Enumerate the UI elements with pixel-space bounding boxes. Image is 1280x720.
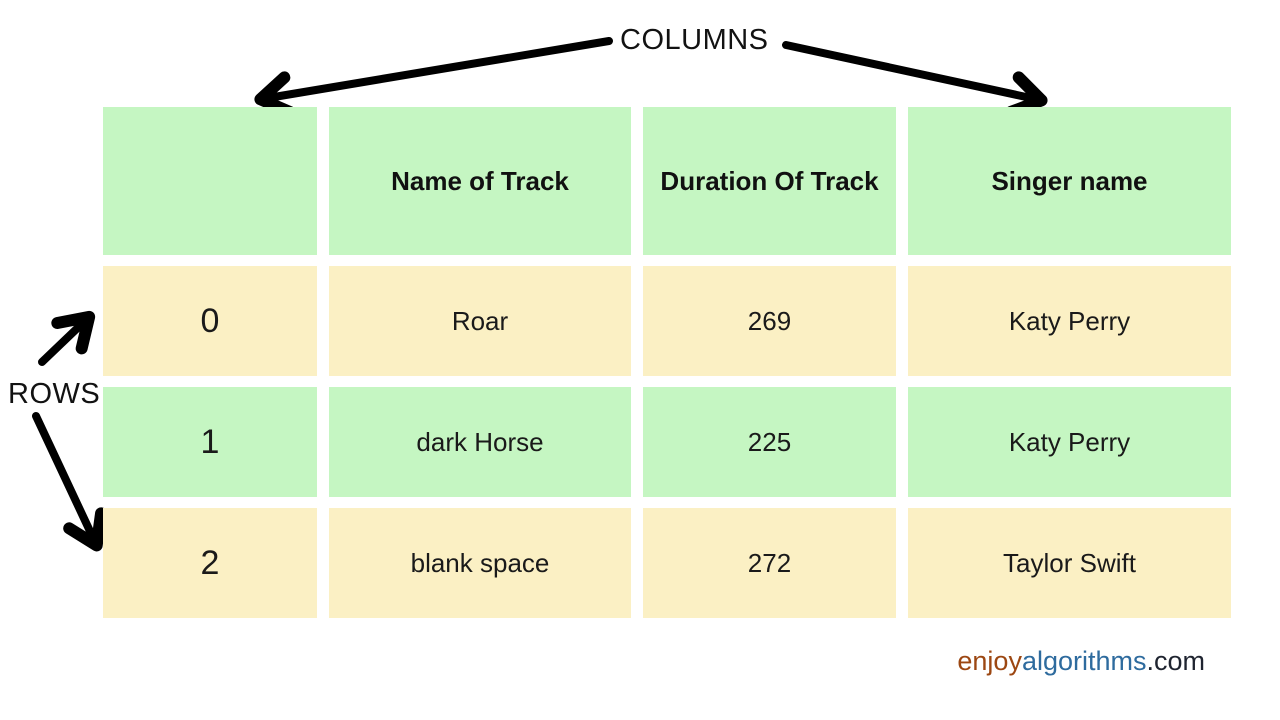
- row2-index-cell: 2: [103, 508, 317, 618]
- rows-down-arrow: [32, 412, 108, 552]
- row0-index-cell: 0: [103, 266, 317, 376]
- row1-duration-cell: 225: [643, 387, 896, 497]
- header-cell-singer-name: Singer name: [908, 107, 1231, 255]
- row2-track-cell: blank space: [329, 508, 631, 618]
- row0-track-cell: Roar: [329, 266, 631, 376]
- row1-singer-cell: Katy Perry: [908, 387, 1231, 497]
- row0-duration-cell: 269: [643, 266, 896, 376]
- rows-label: ROWS: [8, 378, 101, 410]
- rows-up-arrow: [38, 310, 96, 366]
- row1-index-cell: 1: [103, 387, 317, 497]
- row1-track-cell: dark Horse: [329, 387, 631, 497]
- watermark-com-suffix: .com: [1146, 646, 1205, 676]
- row0-singer-cell: Katy Perry: [908, 266, 1231, 376]
- header-cell-name-of-track: Name of Track: [329, 107, 631, 255]
- watermark-algorithms: algorithms: [1021, 646, 1147, 676]
- columns-label: COLUMNS: [620, 24, 769, 56]
- row2-singer-cell: Taylor Swift: [908, 508, 1231, 618]
- columns-right-arrow: [782, 41, 1048, 118]
- header-cell-duration-of-track: Duration Of Track: [643, 107, 896, 255]
- columns-left-arrow: [254, 37, 613, 119]
- watermark-enjoy: enjoy: [957, 646, 1022, 676]
- dataframe-table: Name of Track Duration Of Track Singer n…: [103, 107, 1231, 618]
- row2-duration-cell: 272: [643, 508, 896, 618]
- header-cell-index: [103, 107, 317, 255]
- watermark: enjoyalgorithms.com: [957, 646, 1205, 677]
